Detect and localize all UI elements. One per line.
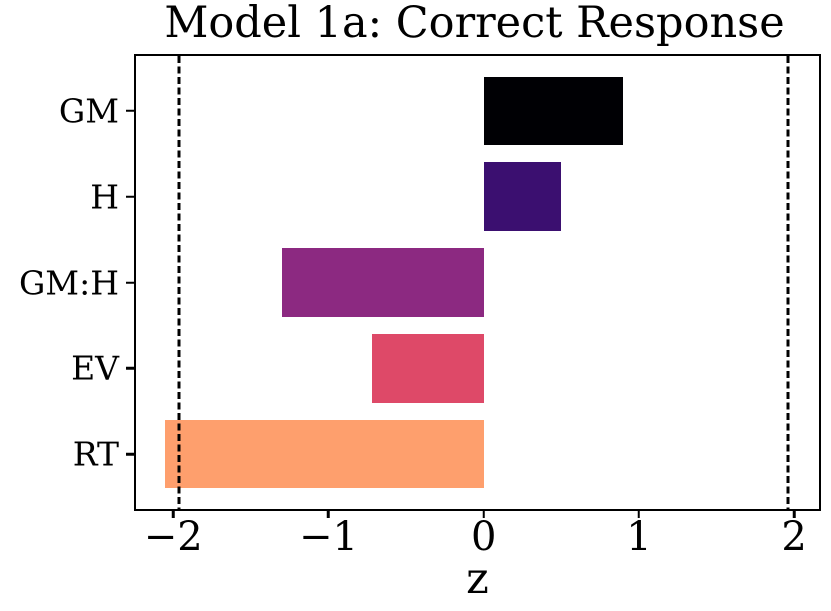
x-tick-mark [792,511,796,518]
x-axis-label: z [466,554,489,604]
y-tick-label: GM [58,91,119,131]
y-tick-mark [126,195,134,198]
y-tick-label: RT [72,434,119,474]
y-tick-mark [126,109,134,113]
x-tick-label: 2 [781,514,807,560]
bar-h [483,162,562,231]
x-tick-mark [637,511,641,518]
reference-line [786,56,790,509]
bar-gm-h [281,248,484,317]
x-tick-label: −2 [143,514,203,560]
x-tick-mark [327,511,330,518]
y-tick-mark [126,452,134,456]
x-tick-label: −1 [298,514,358,560]
x-tick-label: 0 [470,514,497,560]
y-tick-label: H [90,177,119,217]
y-tick-label: EV [71,348,119,388]
y-tick-mark [126,281,134,284]
bar-ev [371,333,484,403]
reference-line [177,56,181,509]
chart-title: Model 1a: Correct Response [164,0,785,48]
bar-gm [483,76,624,146]
bar-rt [165,419,484,489]
x-tick-mark [172,511,175,518]
y-tick-mark [126,367,134,370]
x-tick-label: 1 [626,514,652,560]
plot-area: −2 −1 0 1 2 GM H GM:H EV RT z [19,54,821,601]
x-tick-mark [482,511,485,518]
y-tick-label: GM:H [18,263,119,302]
